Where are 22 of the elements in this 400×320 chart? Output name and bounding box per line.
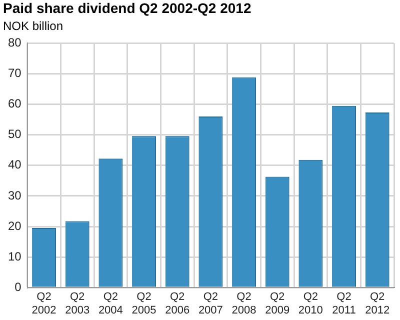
- y-tick-label: 60: [8, 96, 22, 111]
- x-tick-label: Q2 2009: [265, 291, 290, 316]
- x-tick-label: Q2 2002: [32, 291, 56, 316]
- x-tick-label: Q2 2011: [332, 291, 356, 316]
- y-tick-label: 50: [8, 127, 22, 142]
- x-tick-label: Q2 2012: [365, 291, 390, 316]
- x-tick-label: Q2 2010: [298, 291, 323, 316]
- x-tick-label: Q2 2008: [232, 291, 256, 316]
- y-tick-label: 30: [8, 188, 22, 202]
- x-tick-label: Q2 2006: [165, 291, 190, 316]
- y-tick-label: 70: [8, 66, 22, 80]
- y-tick-label: 0: [14, 280, 22, 294]
- y-axis-title: NOK billion: [3, 19, 64, 33]
- y-tick-label: 20: [8, 218, 22, 233]
- y-tick-label: 10: [8, 249, 22, 264]
- chart-title: Paid share dividend Q2 2002-Q2 2012: [3, 0, 252, 16]
- x-tick-label: Q2 2007: [198, 291, 223, 316]
- x-tick-label: Q2 2005: [132, 291, 156, 316]
- y-tick-label: 40: [8, 158, 22, 172]
- x-tick-label: Q2 2003: [65, 291, 90, 316]
- x-tick-label: Q2 2004: [98, 291, 123, 316]
- y-tick-label: 80: [8, 36, 22, 50]
